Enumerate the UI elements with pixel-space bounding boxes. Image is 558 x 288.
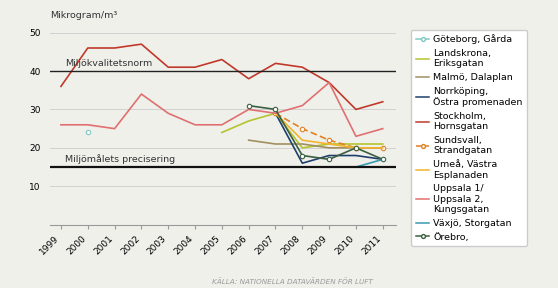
Text: Miljökvalitetsnorm: Miljökvalitetsnorm xyxy=(65,58,152,68)
Text: Miljömålets precisering: Miljömålets precisering xyxy=(65,154,175,164)
Legend: Göteborg, Gårda, Landskrona,
Eriksgatan, Malmö, Dalaplan, Norrköping,
Östra prom: Göteborg, Gårda, Landskrona, Eriksgatan,… xyxy=(411,30,527,246)
Text: Mikrogram/m³: Mikrogram/m³ xyxy=(50,11,118,20)
Text: KÄLLA: NATIONELLA DATAVÄRDEN FÖR LUFT: KÄLLA: NATIONELLA DATAVÄRDEN FÖR LUFT xyxy=(212,278,373,285)
